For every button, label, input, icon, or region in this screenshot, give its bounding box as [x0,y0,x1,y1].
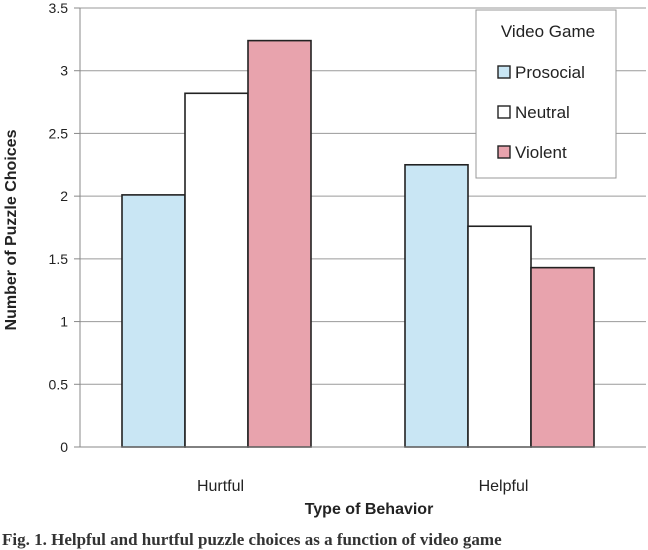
y-tick-label: 1.5 [49,251,69,267]
bar-neutral-helpful [467,225,532,448]
y-tick-label: 0.5 [49,376,69,392]
y-tick-labels: 0 0.5 1 1.5 2 2.5 3 3.5 [49,0,80,455]
y-tick-label: 1 [60,314,68,330]
x-tick-labels: Hurtful Helpful [197,478,528,495]
x-tick-label: Hurtful [197,478,244,495]
bar-prosocial-helpful [404,163,469,448]
bar-violent-hurtful [247,39,312,448]
y-tick-label: 2 [60,188,68,204]
bar-chart: 0 0.5 1 1.5 2 2.5 3 3.5 Hurtful Helpful Type of … [3,0,646,518]
legend-swatch-violent [497,145,511,159]
y-tick-label: 0 [60,439,68,455]
legend-swatch-neutral [497,105,511,119]
bar-neutral-hurtful [184,92,249,448]
legend-label-prosocial: Prosocial [515,63,585,82]
bars [121,39,595,448]
bar-violent-helpful [530,266,595,448]
legend-items: Prosocial Neutral Violent [497,63,585,162]
legend: Video Game Prosocial Neutral Violent [475,9,617,179]
y-tick-label: 3 [60,63,68,79]
bar-prosocial-hurtful [121,194,186,448]
x-tick-label: Helpful [479,478,529,495]
y-tick-label: 2.5 [49,125,69,141]
legend-swatch-prosocial [497,65,511,79]
legend-label-violent: Violent [515,143,567,162]
y-axis-title: Number of Puzzle Choices [3,129,20,330]
legend-label-neutral: Neutral [515,103,570,122]
legend-title: Video Game [501,22,595,41]
y-tick-label: 3.5 [49,0,69,16]
figure-caption: Fig. 1. Helpful and hurtful puzzle choic… [2,530,502,549]
x-axis-title: Type of Behavior [305,501,434,518]
